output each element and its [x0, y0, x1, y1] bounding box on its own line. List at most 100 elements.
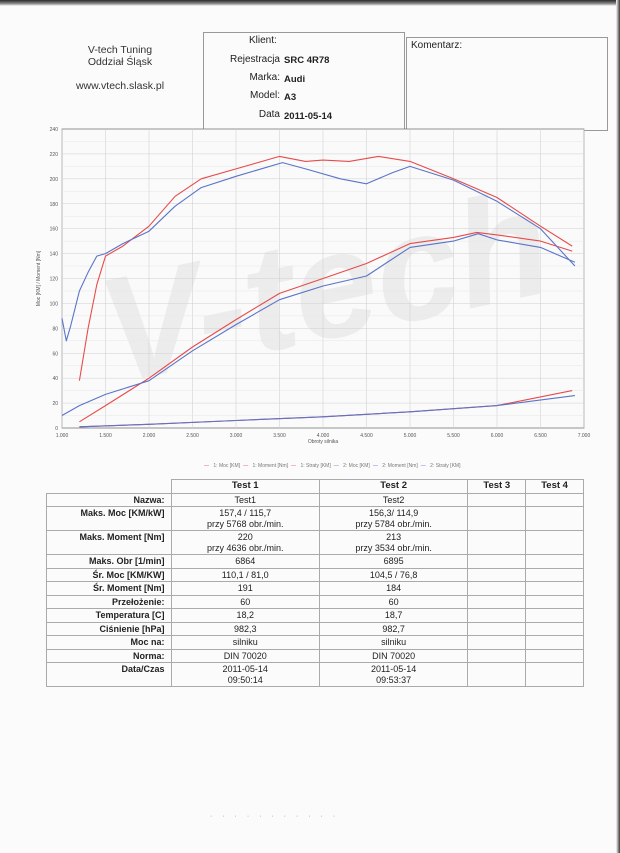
results-row: Śr. Moment [Nm] 191 184	[46, 581, 584, 596]
x-tick-label: 7.000	[578, 433, 591, 439]
results-cell-test2: 60	[318, 594, 469, 609]
results-row-label: Maks. Moment [Nm]	[46, 530, 172, 555]
legend-entry: — 1: Moc [KM]	[204, 463, 241, 469]
results-row: Moc na: silniku silniku	[46, 635, 584, 650]
client-row-label: Data	[258, 109, 280, 120]
results-cell-test2: 982,7	[318, 621, 469, 636]
results-cell-test1: silniku	[170, 635, 320, 650]
results-cell-test3	[467, 621, 527, 636]
results-row: Maks. Obr [1/min] 6864 6895	[46, 554, 584, 569]
y-tick-label: 60	[52, 351, 58, 357]
y-tick-label: 40	[52, 376, 58, 382]
results-cell-test1: 982,3	[170, 621, 320, 636]
results-row: Śr. Moc [KM/KW] 110,1 / 81,0 104,5 / 76,8	[46, 567, 584, 582]
results-cell-test3	[467, 648, 527, 663]
results-cell-test4	[525, 567, 584, 582]
results-cell-test2: 184	[318, 581, 469, 596]
y-tick-label: 220	[50, 152, 59, 158]
results-row: Maks. Moc [KM/kW] 157,4 / 115,7 przy 5768 …	[46, 506, 584, 531]
results-cell-test2: 213 przy 3534 obr./min.	[318, 530, 469, 555]
results-cell-test4	[525, 594, 584, 609]
results-row: Ciśnienie [hPa] 982,3 982,7	[46, 621, 584, 636]
series-line	[61, 162, 576, 342]
results-cell-test3	[467, 492, 527, 507]
results-header-test4: Test 4	[525, 479, 584, 494]
results-row: Temperatura [C] 18,2 18,7	[46, 608, 584, 623]
results-row-label: Maks. Moc [KM/kW]	[46, 506, 172, 531]
y-tick-label: 80	[52, 326, 58, 332]
results-cell-test3	[467, 635, 527, 650]
chart-legend: — 1: Moc [KM] — 1: Moment [Nm] — 1: Straty…	[204, 463, 463, 469]
series-line	[78, 155, 573, 381]
results-row-label: Przełożenie:	[46, 594, 172, 609]
results-cell-test1: 18,2	[170, 608, 320, 623]
x-tick-label: 2.000	[143, 433, 156, 439]
legend-entry: — 2: Moc [KM]	[333, 463, 370, 469]
client-row-label: Model:	[249, 90, 280, 101]
y-tick-label: 120	[50, 277, 59, 283]
results-cell-test1: Test1	[170, 492, 320, 507]
results-cell-test4	[525, 662, 584, 687]
results-cell-test1: 6864	[170, 554, 320, 569]
results-cell-test2: silniku	[318, 635, 469, 650]
results-cell-test3	[467, 567, 527, 582]
results-cell-test2: DIN 70020	[318, 648, 469, 663]
x-tick-label: 2.500	[186, 433, 199, 439]
results-cell-test4	[525, 635, 584, 650]
results-cell-test3	[467, 554, 527, 569]
results-cell-test2: 156,3/ 114,9 przy 5784 obr./min.	[318, 506, 469, 531]
y-tick-label: 180	[50, 202, 59, 208]
results-cell-test3	[467, 506, 527, 531]
client-row-value: Audi	[284, 74, 306, 85]
y-tick-label: 20	[52, 401, 58, 407]
x-tick-label: 4.500	[360, 433, 373, 439]
footer-dots: · · · · · · · · · · ·	[210, 813, 340, 820]
results-cell-test4	[525, 492, 584, 507]
results-row-label: Moc na:	[46, 635, 172, 650]
results-header-test3: Test 3	[467, 479, 527, 494]
y-tick-label: 100	[50, 301, 59, 307]
x-tick-label: 3.000	[230, 433, 243, 439]
results-row: Maks. Moment [Nm] 220 przy 4636 obr./min. 2…	[46, 530, 584, 555]
series-line	[61, 233, 576, 416]
results-cell-test4	[525, 581, 584, 596]
series-line	[79, 395, 575, 428]
results-cell-test3	[467, 594, 527, 609]
x-tick-label: 6.000	[491, 433, 504, 439]
legend-entry: — 1: Moment [Nm]	[243, 463, 289, 469]
results-cell-test3	[467, 662, 527, 687]
results-cell-test2: 18,7	[318, 608, 469, 623]
series-line	[79, 231, 573, 423]
results-cell-test4	[525, 530, 584, 555]
company-branch: Oddział Śląsk	[87, 56, 153, 68]
client-title: Klient:	[249, 35, 277, 46]
results-cell-test1: 2011-05-14 09:50:14	[170, 662, 320, 687]
company-block: V-tech Tuning Oddział Śląsk www.vtech.sl…	[60, 44, 180, 92]
x-tick-label: 5.000	[404, 433, 417, 439]
results-row: Nazwa: Test1 Test2	[46, 492, 584, 507]
y-axis-label: Moc [KM] / Moment [Nm]	[36, 250, 42, 306]
x-tick-label: 5.500	[447, 433, 460, 439]
results-cell-test4	[525, 506, 584, 531]
results-row: Data/Czas 2011-05-14 09:50:14 2011-05-14 09:…	[46, 662, 584, 687]
legend-entry: — 2: Straty [KM]	[420, 463, 461, 469]
results-cell-test1: DIN 70020	[170, 648, 320, 663]
scan-edge-top	[0, 0, 620, 6]
results-header-empty	[46, 479, 171, 494]
results-row-label: Śr. Moc [KM/KW]	[46, 567, 172, 582]
results-cell-test1: 220 przy 4636 obr./min.	[170, 530, 320, 555]
results-cell-test4	[525, 648, 584, 663]
results-cell-test3	[467, 530, 527, 555]
x-tick-label: 6.500	[534, 433, 547, 439]
legend-entry: — 2: Moment [Nm]	[372, 463, 418, 469]
y-tick-label: 240	[50, 127, 59, 133]
client-row-value: A3	[284, 92, 297, 103]
results-cell-test1: 157,4 / 115,7 przy 5768 obr./min.	[170, 506, 320, 531]
y-tick-label: 0	[55, 426, 58, 432]
client-row-label: Rejestracja	[229, 54, 280, 65]
client-row-label: Marka:	[249, 72, 280, 83]
results-cell-test4	[525, 608, 584, 623]
results-row-label: Ciśnienie [hPa]	[46, 621, 172, 636]
results-table: Test 1 Test 2 Test 3 Test 4 Nazwa: Test1 T…	[46, 479, 584, 687]
